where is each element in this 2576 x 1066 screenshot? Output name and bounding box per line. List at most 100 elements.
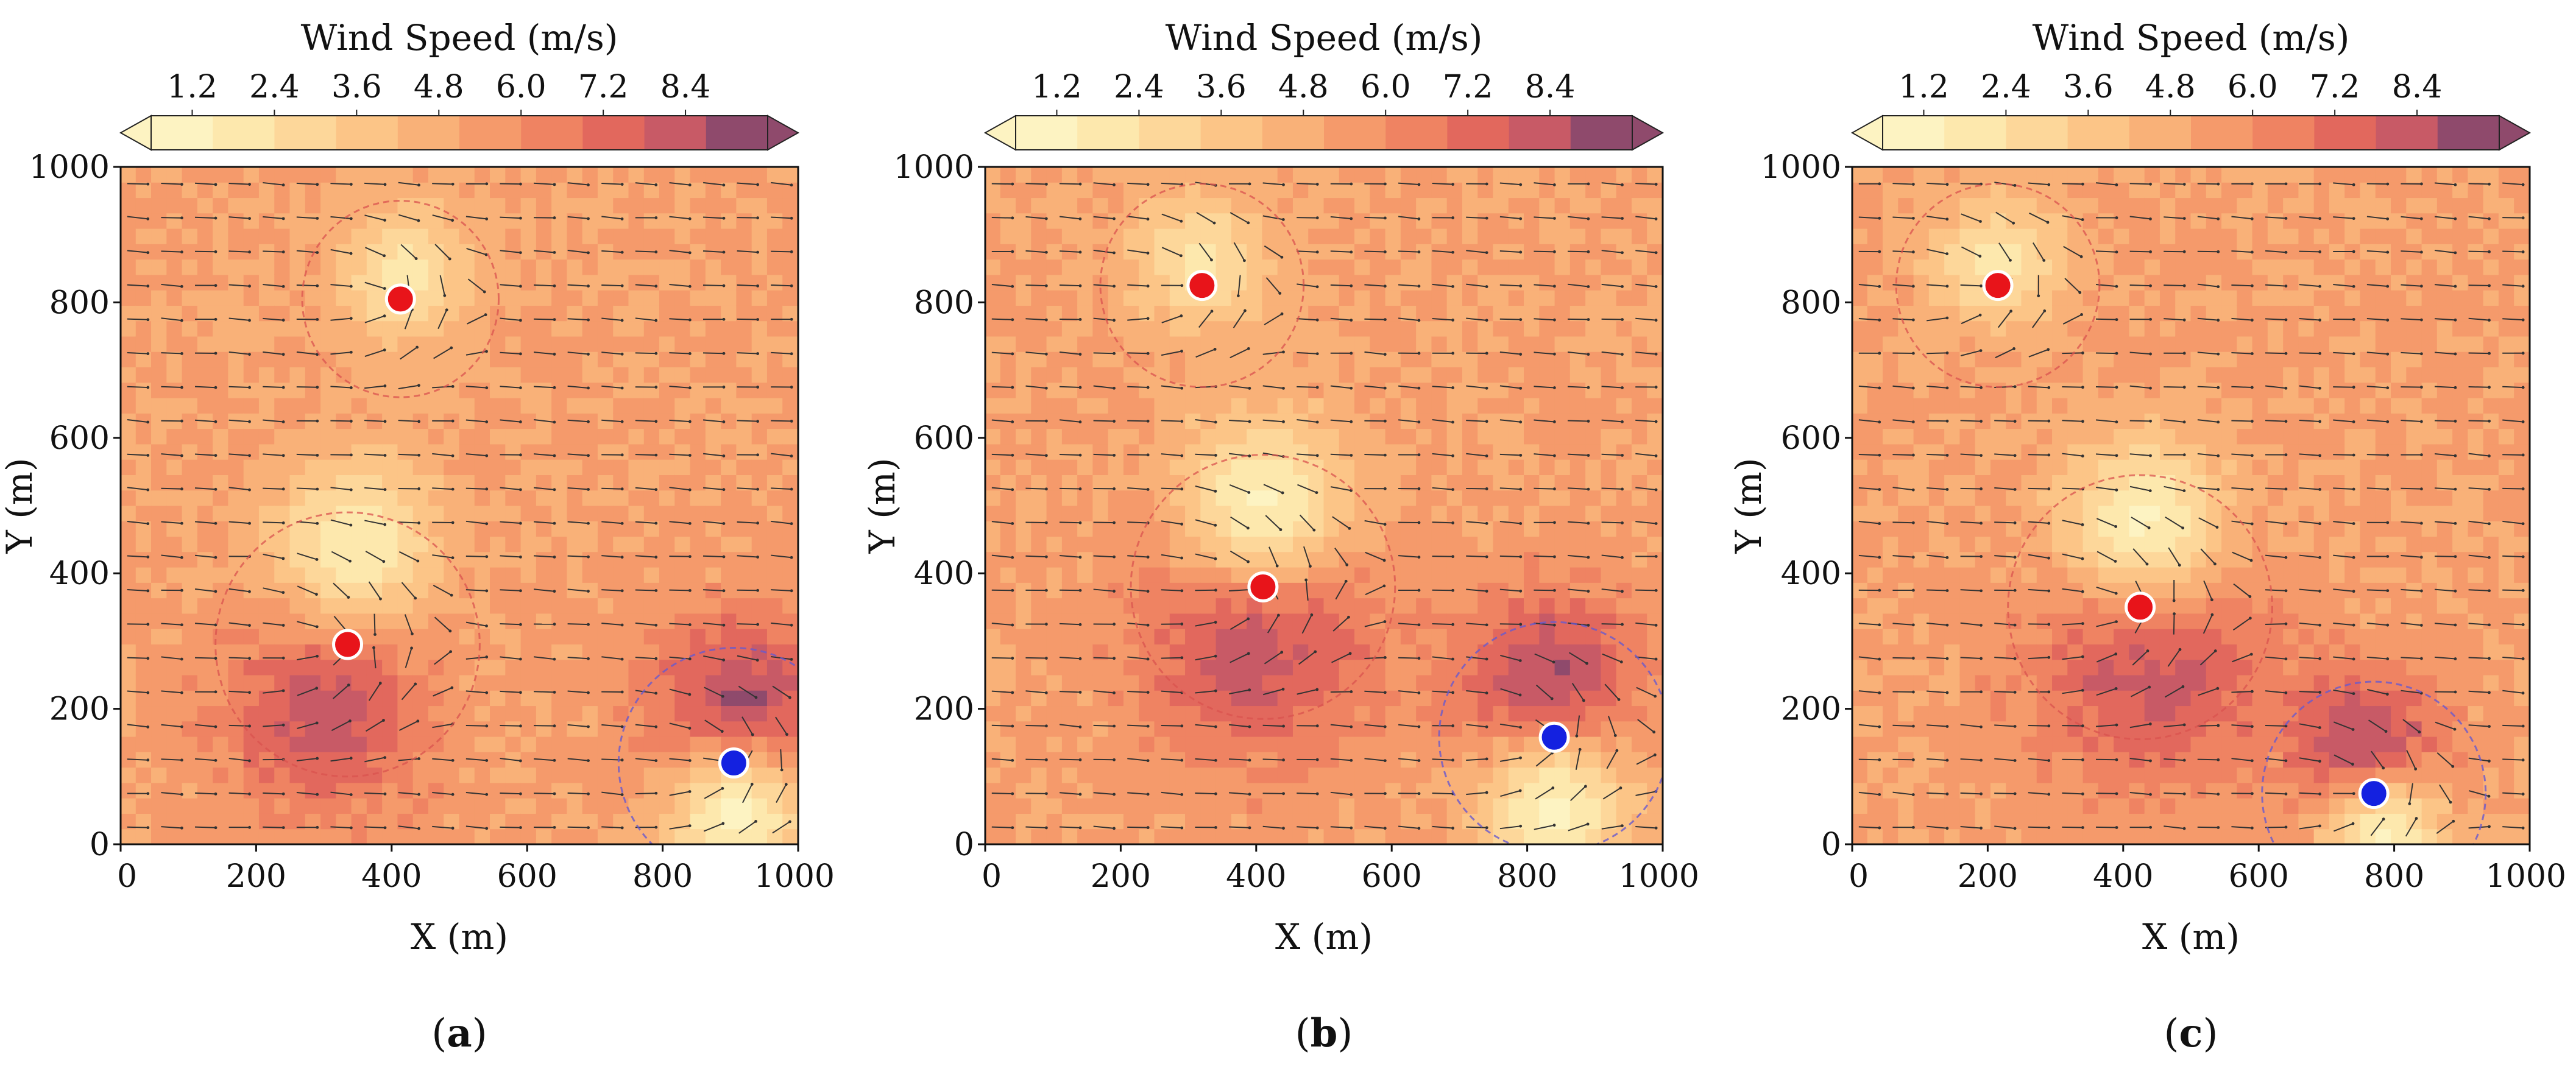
field-cell — [1323, 536, 1340, 552]
wind-arrow-head — [281, 319, 285, 322]
field-cell — [1092, 767, 1109, 783]
field-cell — [1477, 443, 1494, 460]
wind-arrow — [533, 284, 555, 287]
field-cell — [121, 197, 136, 214]
wind-arrow — [1059, 454, 1081, 456]
field-cell — [1231, 351, 1248, 368]
wind-arrow — [330, 386, 352, 389]
field-cell — [1616, 274, 1632, 291]
field-cell — [985, 536, 1001, 552]
field-cell — [1000, 397, 1017, 414]
field-cell — [582, 567, 598, 583]
field-cell — [1292, 797, 1309, 814]
field-cell — [1277, 382, 1293, 398]
field-cell — [1493, 705, 1509, 722]
field-cell — [613, 797, 629, 814]
field-cell — [1247, 243, 1263, 260]
wind-arrow-head — [382, 719, 385, 722]
wind-arrow-head — [1044, 724, 1048, 728]
wind-arrow-head — [1011, 623, 1014, 627]
field-cell — [751, 828, 768, 844]
field-cell — [1431, 336, 1448, 352]
field-cell — [258, 213, 275, 229]
wind-arrow — [1025, 183, 1047, 185]
field-cell — [1215, 490, 1232, 506]
wind-arrow — [702, 487, 724, 490]
field-cell — [1493, 674, 1509, 691]
field-cell — [1339, 289, 1356, 306]
field-cell — [643, 736, 660, 752]
field-cell — [1493, 289, 1509, 306]
field-cell — [1139, 674, 1155, 691]
field-cell — [1123, 382, 1140, 398]
field-cell — [1462, 674, 1479, 691]
field-cell — [121, 213, 136, 229]
wind-arrow-head — [1146, 590, 1150, 593]
field-cell — [1585, 628, 1602, 644]
wind-arrow — [669, 453, 690, 456]
field-cell — [736, 197, 752, 214]
colorbar-segment — [1077, 116, 1139, 150]
wind-arrow — [194, 623, 216, 626]
wind-arrow — [296, 655, 317, 661]
field-cell — [1508, 490, 1525, 506]
field-cell — [1554, 443, 1571, 460]
field-cell — [197, 721, 214, 737]
wind-arrow — [635, 622, 656, 626]
wind-arrow-head — [620, 826, 624, 830]
field-cell — [674, 397, 691, 414]
wind-arrow — [263, 724, 284, 727]
field-cell — [444, 813, 460, 830]
field-cell — [1554, 536, 1571, 552]
field-cell — [1215, 182, 1232, 199]
field-cell — [351, 721, 367, 737]
field-cell — [1354, 505, 1371, 521]
field-cell — [1647, 505, 1663, 521]
field-cell — [135, 289, 152, 306]
field-cell — [474, 443, 491, 460]
field-cell — [1493, 167, 1509, 183]
field-cell — [1154, 797, 1170, 814]
wind-arrow — [533, 487, 555, 490]
wind-arrow — [1025, 351, 1047, 355]
field-cell — [490, 459, 506, 475]
field-cell — [1508, 259, 1525, 275]
field-cell — [536, 274, 553, 291]
wind-arrow — [194, 554, 216, 559]
field-cell — [490, 690, 506, 707]
field-cell — [1400, 797, 1417, 814]
y-tick-label: 1000 — [29, 149, 110, 186]
field-cell — [213, 274, 229, 291]
field-cell — [490, 567, 506, 583]
wind-arrow — [364, 826, 386, 828]
field-cell — [258, 813, 275, 830]
field-cell — [1446, 167, 1463, 183]
field-cell — [985, 797, 1001, 814]
field-cell — [1169, 274, 1186, 291]
field-cell — [705, 274, 722, 291]
wind-arrow-head — [315, 687, 319, 690]
field-cell — [382, 736, 398, 752]
wind-arrow-head — [688, 623, 692, 626]
field-cell — [274, 690, 291, 707]
wind-arrow-head — [451, 182, 455, 186]
field-cell — [428, 828, 445, 844]
wind-arrow-head — [587, 826, 590, 830]
field-cell — [121, 382, 136, 398]
wind-arrow-head — [316, 521, 319, 525]
field-cell — [674, 674, 691, 691]
field-cell — [628, 320, 645, 337]
field-cell — [628, 228, 645, 244]
wind-arrow-head — [1180, 792, 1184, 796]
field-cell — [1031, 613, 1047, 629]
field-cell — [751, 320, 768, 337]
field-cell — [182, 582, 198, 599]
wind-arrow-head — [146, 522, 150, 526]
field-cell — [151, 674, 168, 691]
field-cell — [1016, 490, 1032, 506]
field-cell — [536, 782, 553, 799]
field-cell — [721, 782, 737, 799]
wind-arrow-head — [180, 454, 183, 457]
field-cell — [1277, 259, 1293, 275]
